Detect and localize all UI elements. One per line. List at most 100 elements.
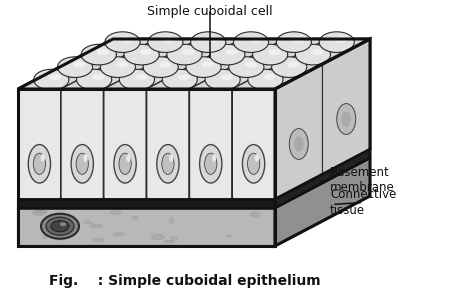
Ellipse shape xyxy=(341,111,351,127)
Ellipse shape xyxy=(201,62,214,68)
Ellipse shape xyxy=(59,235,64,241)
Ellipse shape xyxy=(83,154,88,162)
Ellipse shape xyxy=(46,217,74,235)
Ellipse shape xyxy=(212,154,216,162)
Ellipse shape xyxy=(164,37,176,43)
Ellipse shape xyxy=(92,74,104,80)
Polygon shape xyxy=(170,64,237,76)
Polygon shape xyxy=(237,51,303,64)
Ellipse shape xyxy=(287,62,300,68)
Polygon shape xyxy=(275,158,370,246)
Ellipse shape xyxy=(121,74,153,89)
Ellipse shape xyxy=(229,57,264,77)
Polygon shape xyxy=(18,149,370,199)
Ellipse shape xyxy=(157,144,179,183)
Polygon shape xyxy=(84,64,151,76)
Ellipse shape xyxy=(60,222,66,226)
Ellipse shape xyxy=(273,61,305,76)
Ellipse shape xyxy=(51,221,69,232)
Ellipse shape xyxy=(126,49,157,64)
Polygon shape xyxy=(280,51,346,64)
Polygon shape xyxy=(275,149,370,208)
Ellipse shape xyxy=(248,69,283,90)
Ellipse shape xyxy=(191,32,226,52)
Ellipse shape xyxy=(76,153,88,174)
Ellipse shape xyxy=(264,74,276,80)
Ellipse shape xyxy=(126,154,131,162)
Polygon shape xyxy=(151,51,218,64)
Polygon shape xyxy=(132,39,199,51)
Ellipse shape xyxy=(94,225,102,228)
Ellipse shape xyxy=(33,153,46,174)
Ellipse shape xyxy=(119,153,131,174)
Ellipse shape xyxy=(57,57,92,77)
Ellipse shape xyxy=(93,238,104,242)
Ellipse shape xyxy=(221,74,233,80)
Ellipse shape xyxy=(102,61,134,76)
Polygon shape xyxy=(175,39,241,51)
Ellipse shape xyxy=(250,212,260,217)
Ellipse shape xyxy=(164,74,196,89)
Ellipse shape xyxy=(272,57,307,77)
Ellipse shape xyxy=(182,49,195,55)
Ellipse shape xyxy=(150,36,181,51)
Ellipse shape xyxy=(206,37,219,43)
Polygon shape xyxy=(65,51,132,64)
Ellipse shape xyxy=(225,49,237,55)
Ellipse shape xyxy=(205,153,217,174)
Polygon shape xyxy=(194,51,261,64)
Ellipse shape xyxy=(278,36,310,51)
Polygon shape xyxy=(104,76,170,89)
Polygon shape xyxy=(18,199,275,208)
Ellipse shape xyxy=(135,74,147,80)
Ellipse shape xyxy=(59,61,91,76)
Ellipse shape xyxy=(49,74,62,80)
Polygon shape xyxy=(275,64,322,199)
Ellipse shape xyxy=(116,62,128,68)
Ellipse shape xyxy=(119,69,155,90)
Ellipse shape xyxy=(140,49,152,55)
Polygon shape xyxy=(303,39,370,51)
Ellipse shape xyxy=(51,224,55,230)
Polygon shape xyxy=(232,76,299,89)
Ellipse shape xyxy=(159,62,171,68)
Ellipse shape xyxy=(71,144,93,183)
Polygon shape xyxy=(18,39,370,89)
Ellipse shape xyxy=(200,144,222,183)
Ellipse shape xyxy=(114,144,136,183)
Polygon shape xyxy=(18,208,275,246)
Ellipse shape xyxy=(297,49,329,64)
Ellipse shape xyxy=(235,36,267,51)
Ellipse shape xyxy=(210,44,245,65)
Ellipse shape xyxy=(242,144,264,183)
Ellipse shape xyxy=(90,223,95,228)
Ellipse shape xyxy=(335,37,347,43)
FancyBboxPatch shape xyxy=(18,89,61,199)
Text: Basement
membrane: Basement membrane xyxy=(320,166,395,194)
Ellipse shape xyxy=(81,44,116,65)
Ellipse shape xyxy=(292,37,304,43)
Ellipse shape xyxy=(164,240,174,243)
Ellipse shape xyxy=(113,233,125,236)
Ellipse shape xyxy=(253,44,288,65)
Ellipse shape xyxy=(207,74,238,89)
FancyBboxPatch shape xyxy=(146,89,189,199)
Ellipse shape xyxy=(36,210,47,213)
Ellipse shape xyxy=(169,217,173,223)
Ellipse shape xyxy=(169,154,173,162)
Ellipse shape xyxy=(226,235,231,237)
Polygon shape xyxy=(261,39,327,51)
Ellipse shape xyxy=(250,74,281,89)
Ellipse shape xyxy=(41,214,79,239)
Polygon shape xyxy=(275,39,370,199)
Ellipse shape xyxy=(234,32,269,52)
Text: Simple cuboidal cell: Simple cuboidal cell xyxy=(147,5,273,18)
Ellipse shape xyxy=(97,49,109,55)
FancyBboxPatch shape xyxy=(189,89,232,199)
Text: Connective
tissue: Connective tissue xyxy=(330,188,396,216)
Polygon shape xyxy=(189,76,256,89)
Polygon shape xyxy=(213,64,280,76)
Ellipse shape xyxy=(289,129,308,160)
Ellipse shape xyxy=(178,74,190,80)
Ellipse shape xyxy=(186,57,221,77)
